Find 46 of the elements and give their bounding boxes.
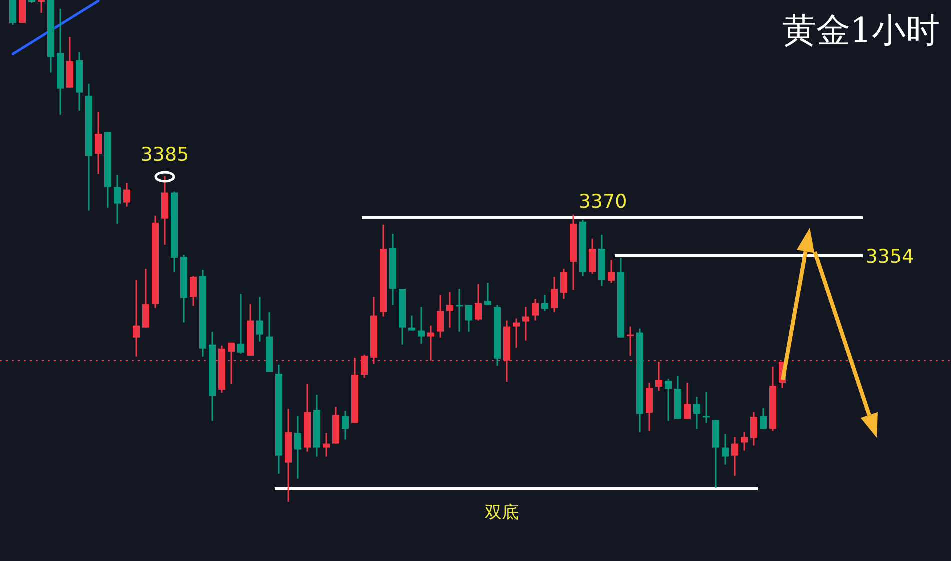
candlestick bbox=[323, 432, 330, 458]
candlestick bbox=[342, 410, 349, 440]
candlestick bbox=[741, 431, 748, 452]
candlestick bbox=[142, 268, 150, 329]
candlestick bbox=[256, 296, 264, 343]
candlestick bbox=[532, 298, 539, 322]
candlestick bbox=[684, 382, 691, 420]
candlestick bbox=[114, 174, 121, 225]
candlestick bbox=[408, 315, 416, 332]
annotation: 3385 bbox=[140, 144, 190, 166]
candlestick bbox=[722, 433, 729, 466]
candlestick bbox=[437, 294, 444, 339]
candlestick bbox=[190, 275, 197, 307]
candlestick bbox=[560, 268, 568, 300]
candlestick bbox=[38, 0, 45, 14]
ref-line-label: 双底 bbox=[485, 502, 519, 523]
candlestick bbox=[238, 293, 244, 355]
candlestick bbox=[694, 396, 700, 430]
candlestick bbox=[418, 306, 425, 345]
candlestick bbox=[608, 259, 615, 284]
candlestick bbox=[446, 291, 454, 329]
candlestick bbox=[466, 304, 472, 333]
candlestick bbox=[19, 0, 26, 24]
candlestick bbox=[589, 238, 596, 275]
candlestick bbox=[732, 436, 738, 477]
candlestick bbox=[551, 276, 558, 313]
candlestick bbox=[133, 279, 140, 358]
candlestick bbox=[656, 361, 662, 392]
candlestick bbox=[627, 326, 634, 357]
candlestick bbox=[665, 378, 672, 422]
candlestick bbox=[542, 294, 548, 312]
text: 黄金1小时 bbox=[782, 11, 940, 51]
candlestick bbox=[124, 182, 130, 208]
candlestick bbox=[522, 306, 530, 342]
candlestick bbox=[703, 391, 710, 424]
candlestick bbox=[760, 407, 767, 430]
candlestick bbox=[95, 111, 102, 175]
candlestick bbox=[294, 415, 302, 480]
candlestick bbox=[484, 282, 492, 306]
candlestick bbox=[513, 318, 520, 349]
candlestick bbox=[10, 0, 16, 26]
candlestick bbox=[456, 288, 463, 333]
annotation: 3370 bbox=[578, 191, 628, 213]
candlestick bbox=[750, 411, 758, 447]
text: 3354 bbox=[866, 246, 914, 268]
candlestick bbox=[475, 283, 482, 322]
